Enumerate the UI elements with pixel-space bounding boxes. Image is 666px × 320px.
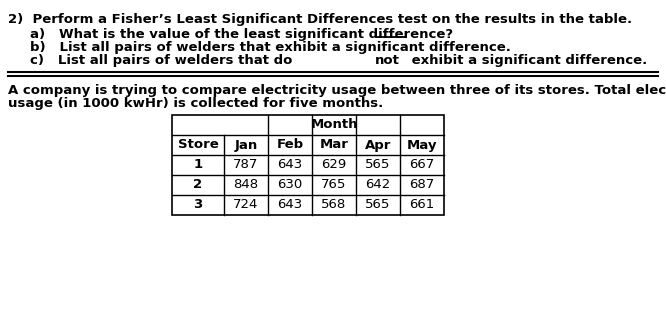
Text: 643: 643 <box>277 198 302 212</box>
Text: Jan: Jan <box>234 139 258 151</box>
Text: 661: 661 <box>410 198 435 212</box>
Text: 630: 630 <box>277 179 302 191</box>
Text: 765: 765 <box>321 179 347 191</box>
Text: 642: 642 <box>366 179 391 191</box>
Text: 1: 1 <box>193 158 202 172</box>
Text: 667: 667 <box>410 158 435 172</box>
Text: 629: 629 <box>322 158 346 172</box>
Text: not: not <box>374 54 400 67</box>
Text: a)   What is the value of the least significant difference?: a) What is the value of the least signif… <box>30 28 453 41</box>
Text: b)   List all pairs of welders that exhibit a significant difference.: b) List all pairs of welders that exhibi… <box>30 41 511 54</box>
Text: 787: 787 <box>233 158 258 172</box>
Text: Feb: Feb <box>276 139 304 151</box>
Text: 565: 565 <box>366 198 391 212</box>
Text: Store: Store <box>178 139 218 151</box>
Text: Month: Month <box>310 118 358 132</box>
Text: 2)  Perform a Fisher’s Least Significant Differences test on the results in the : 2) Perform a Fisher’s Least Significant … <box>8 13 632 26</box>
Text: 643: 643 <box>277 158 302 172</box>
Text: exhibit a significant difference.: exhibit a significant difference. <box>407 54 647 67</box>
Text: usage (in 1000 kwHr) is collected for five months.: usage (in 1000 kwHr) is collected for fi… <box>8 97 383 110</box>
Text: 2: 2 <box>193 179 202 191</box>
Text: 848: 848 <box>234 179 258 191</box>
Text: 687: 687 <box>410 179 435 191</box>
Text: Apr: Apr <box>365 139 391 151</box>
Text: May: May <box>407 139 438 151</box>
Text: 724: 724 <box>233 198 258 212</box>
Text: A company is trying to compare electricity usage between three of its stores. To: A company is trying to compare electrici… <box>8 84 666 97</box>
Text: 3: 3 <box>193 198 202 212</box>
Bar <box>172 115 444 215</box>
Text: c)   List all pairs of welders that do: c) List all pairs of welders that do <box>30 54 297 67</box>
Text: Mar: Mar <box>320 139 348 151</box>
Text: 568: 568 <box>322 198 346 212</box>
Text: 565: 565 <box>366 158 391 172</box>
